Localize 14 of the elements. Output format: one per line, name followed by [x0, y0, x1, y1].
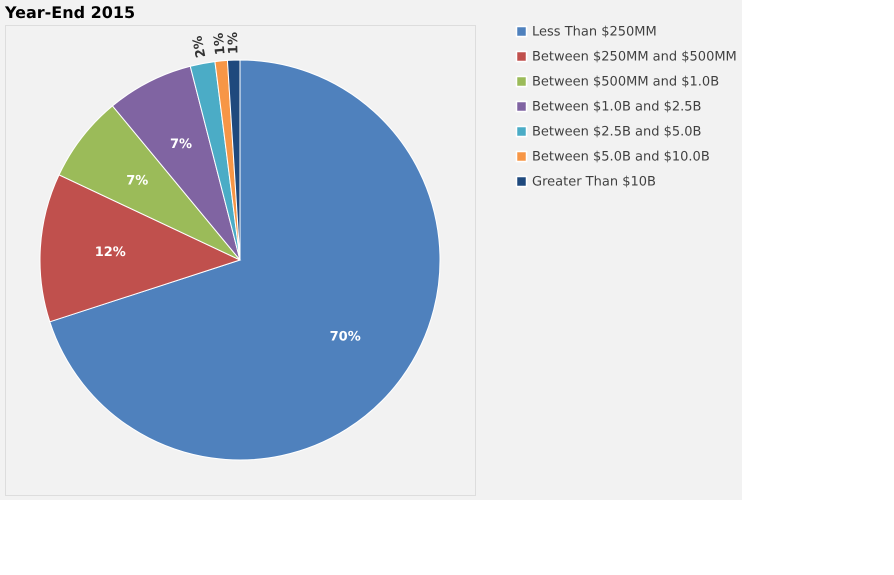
chart-title: Year-End 2015	[4, 3, 136, 22]
legend-label: Less Than $250MM	[532, 24, 657, 40]
legend-label: Between $250MM and $500MM	[532, 50, 737, 64]
legend-label: Between $500MM and $1.0B	[532, 74, 720, 90]
legend-label: Between $1.0B and $2.5B	[532, 100, 702, 114]
data-label: 7%	[170, 137, 192, 152]
data-label: 70%	[330, 329, 361, 344]
legend-label: Between $5.0B and $10.0B	[532, 150, 710, 164]
legend-label: Between $2.5B and $5.0B	[532, 124, 702, 140]
data-label: 7%	[126, 173, 148, 188]
data-label: 2%	[190, 34, 210, 59]
data-label: 1%	[226, 32, 242, 54]
legend-label: Greater Than $10B	[532, 174, 656, 190]
data-label: 12%	[94, 244, 126, 260]
